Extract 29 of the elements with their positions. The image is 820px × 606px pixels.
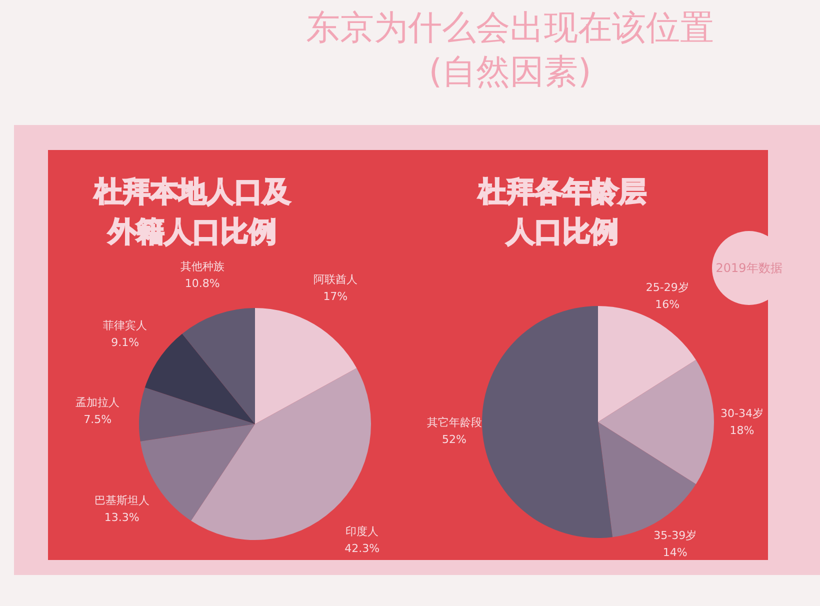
slice-label: 其他种族: [180, 259, 224, 275]
data-label: 42.3%: [344, 541, 380, 558]
data-label: 7.5%: [82, 412, 113, 428]
chart-title: 杜拜本地人口及外籍人口比例: [92, 174, 292, 250]
data-label: 10.8%: [184, 276, 221, 292]
text: 东京为什么会出现在该位置: [305, 8, 715, 48]
text: 2019年数据: [712, 231, 786, 305]
slice-label: 印度人: [344, 524, 380, 540]
data-label: 9.1%: [110, 334, 140, 351]
text: (自然因素): [428, 52, 592, 92]
pie-slice: [144, 334, 255, 424]
pie-slice: [255, 308, 357, 424]
slice-label: 阿联酋人: [313, 272, 358, 288]
slice-label: 菲律宾人: [103, 318, 148, 334]
slice-label: 35-39岁: [654, 528, 697, 544]
data-label: 52%: [441, 432, 468, 448]
slice-label: 其它年龄段: [426, 415, 482, 432]
slice-label: 25-29岁: [646, 280, 689, 296]
data-label: 16%: [654, 296, 681, 313]
data-label: 14%: [662, 544, 688, 561]
data-label: 17%: [322, 289, 349, 305]
slice-label: 巴基斯坦人: [94, 493, 150, 510]
data-label: 18%: [728, 423, 756, 439]
pie-slice: [598, 360, 714, 484]
slice-label: 30-34岁: [720, 406, 764, 422]
data-label: 13.3%: [103, 510, 140, 526]
slice-label: 孟加拉人: [76, 394, 120, 411]
pie-slice: [482, 306, 613, 538]
chart-title: 杜拜各年龄层人口比例: [476, 174, 648, 250]
